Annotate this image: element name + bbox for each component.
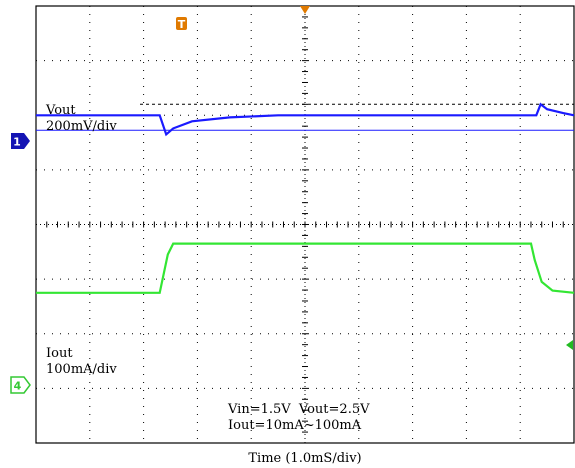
center-axis-ticks: [35, 5, 575, 444]
ch1-name-label: Vout: [45, 103, 76, 118]
trigger-marker-label: T: [178, 18, 186, 31]
ch4-scale-label: 100mA/div: [46, 362, 117, 377]
trace-ch4-iout: [36, 242, 575, 294]
ch4-name-label: Iout: [46, 346, 73, 361]
ch4-marker-label: 4: [14, 380, 22, 393]
conditions-label-line2: Iout=10mA~100mA: [228, 418, 362, 433]
trigger-position-marker: [300, 6, 310, 14]
x-axis-label: Time (1.0mS/div): [248, 451, 361, 466]
conditions-label-line1: Vin=1.5V Vout=2.5V: [227, 402, 370, 417]
trace-ch1-vout: [36, 102, 575, 137]
ch1-marker: 1: [11, 133, 30, 149]
trigger-marker: T: [176, 17, 187, 31]
ch1-scale-label: 200mV/div: [46, 119, 117, 134]
trigger-level-marker: [566, 340, 573, 350]
ch4-marker: 4: [10, 376, 31, 394]
ch1-marker-label: 1: [13, 136, 21, 149]
